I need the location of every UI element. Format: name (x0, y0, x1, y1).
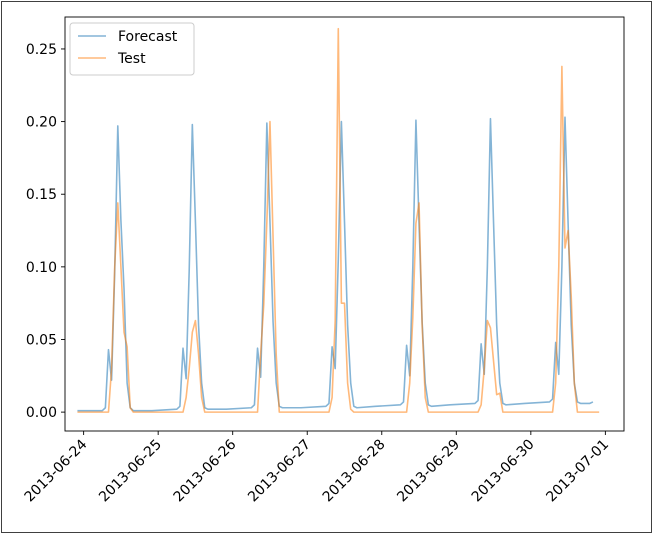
y-tick-label: 0.00 (26, 405, 57, 421)
x-tick-label: 2013-06-29 (394, 437, 463, 506)
series-line-test (77, 27, 600, 413)
x-axis-ticks: 2013-06-24 2013-06-25 2013-06-26 2013-06-27… (22, 431, 612, 506)
series-line-forecast (77, 116, 594, 412)
x-tick-label: 2013-06-24 (22, 436, 91, 505)
legend-label-forecast: Forecast (118, 29, 178, 45)
y-tick-label: 0.15 (26, 187, 57, 203)
axes-frame (64, 16, 625, 432)
x-tick-label: 2013-06-28 (320, 437, 389, 506)
line-chart: 0.000.050.100.150.200.25 2013-06-24 2013-… (22, 16, 625, 506)
y-tick-label: 0.25 (26, 42, 57, 58)
x-tick-label: 2013-06-26 (171, 436, 240, 505)
legend: Forecast Test (69, 22, 195, 76)
x-tick-label: 2013-06-30 (469, 437, 538, 506)
y-axis-ticks: 0.00 0.05 0.10 0.15 0.20 0.25 (26, 42, 65, 421)
x-tick-label: 2013-07-01 (543, 437, 612, 506)
x-tick-label: 2013-06-25 (96, 437, 165, 506)
x-tick-label: 2013-06-27 (245, 437, 314, 506)
y-tick-label: 0.20 (26, 115, 57, 131)
legend-label-test: Test (117, 51, 146, 67)
y-tick-label: 0.05 (26, 332, 57, 348)
series-layer (77, 27, 600, 413)
y-tick-label: 0.10 (26, 260, 57, 276)
